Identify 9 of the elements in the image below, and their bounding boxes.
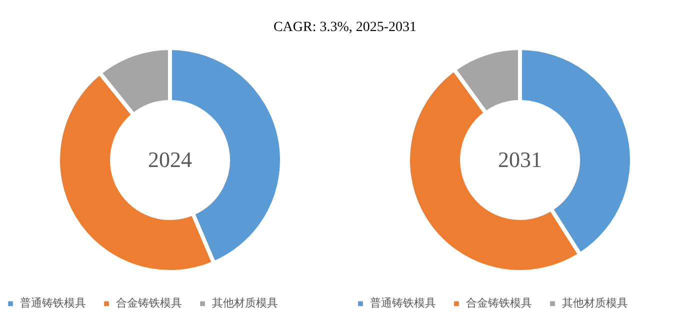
legend-label: 普通铸铁模具 [20,296,86,310]
legend-label: 合金铸铁模具 [116,296,182,310]
legend-label: 其他材质模具 [562,296,628,310]
text: 2024 [148,147,192,172]
legend-label: 其他材质模具 [212,296,278,310]
text: 2031 [498,147,542,172]
text: CAGR: 3.3%, 2025-2031 [273,20,417,35]
legend-label: 普通铸铁模具 [370,296,436,310]
legend-label: 合金铸铁模具 [466,296,532,310]
